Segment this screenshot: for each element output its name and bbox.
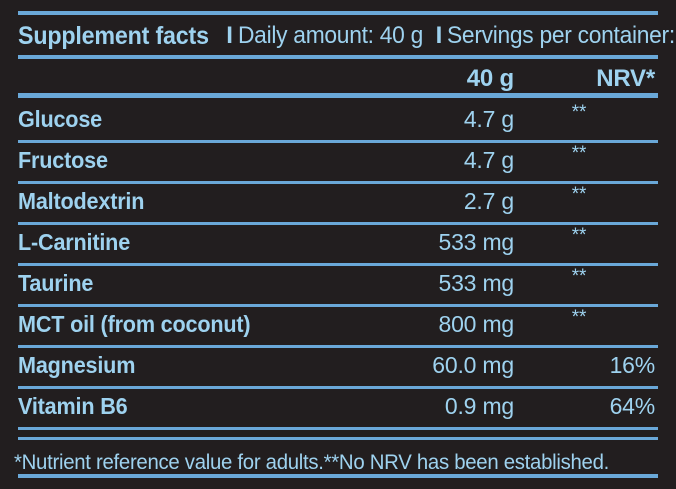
rule-top (18, 11, 658, 15)
row-divider (18, 222, 658, 225)
table-row: MCT oil (from coconut) 800 mg ** (18, 304, 658, 344)
row-label: Taurine (18, 269, 94, 296)
row-label: Fructose (18, 146, 108, 173)
column-header-nrv: NRV* (596, 65, 655, 92)
supplement-facts-header: Supplement facts I Daily amount: 40 g I … (18, 19, 676, 53)
row-nrv: ** (571, 102, 587, 123)
rule-bottom (18, 474, 658, 478)
row-amount: 2.7 g (463, 187, 514, 214)
row-divider (18, 181, 658, 184)
row-divider (18, 345, 658, 348)
footnote-text: *Nutrient reference value for adults.**N… (14, 451, 609, 474)
row-label: Glucose (18, 105, 102, 132)
row-amount: 533 mg (438, 269, 514, 296)
row-divider (18, 386, 658, 389)
table-row: Magnesium 60.0 mg 16% (18, 345, 658, 385)
table-row: Fructose 4.7 g ** (18, 140, 658, 180)
row-divider (18, 304, 658, 307)
row-nrv: ** (571, 184, 587, 205)
table-row: Taurine 533 mg ** (18, 263, 658, 303)
row-nrv: 64% (609, 392, 656, 419)
table-column-header: 40 g NRV* (18, 59, 658, 99)
row-amount: 4.7 g (463, 146, 514, 173)
header-separator-1: I (226, 22, 233, 49)
table-row: Vitamin B6 0.9 mg 64% (18, 386, 658, 426)
rule-under-column-header (18, 93, 658, 98)
row-amount: 533 mg (438, 228, 514, 255)
row-nrv: 16% (609, 351, 656, 378)
row-amount: 800 mg (438, 310, 514, 337)
daily-amount-label: Daily amount: 40 g (237, 22, 423, 49)
row-label: Vitamin B6 (18, 392, 128, 419)
servings-per-container-label: Servings per container: 1 (447, 22, 676, 49)
row-divider (18, 263, 658, 266)
rule-above-footnote (18, 437, 658, 440)
row-nrv: ** (571, 307, 587, 328)
row-label: L-Carnitine (18, 228, 131, 255)
row-label: Maltodextrin (18, 187, 145, 214)
table-row: L-Carnitine 533 mg ** (18, 222, 658, 262)
row-amount: 0.9 mg (444, 392, 514, 419)
row-label: Magnesium (18, 351, 136, 378)
row-label: MCT oil (from coconut) (18, 310, 251, 337)
rule-under-header (18, 55, 658, 59)
header-separator-2: I (435, 22, 443, 49)
row-divider (18, 140, 658, 143)
row-divider (18, 427, 658, 430)
row-amount: 60.0 mg (432, 351, 514, 378)
column-header-amount: 40 g (466, 65, 514, 92)
row-nrv: ** (571, 266, 587, 287)
row-amount: 4.7 g (463, 105, 514, 132)
row-nrv: ** (571, 143, 587, 164)
table-row: Glucose 4.7 g ** (18, 99, 658, 139)
page-title: Supplement facts (18, 21, 209, 50)
row-nrv: ** (571, 225, 587, 246)
table-row: Maltodextrin 2.7 g ** (18, 181, 658, 221)
